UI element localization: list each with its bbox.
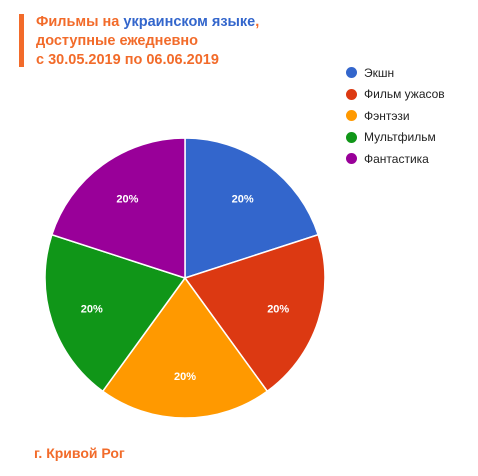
legend-label: Фильм ужасов <box>364 87 445 102</box>
legend-item-5[interactable]: Фантастика <box>346 148 445 170</box>
legend-label: Экшн <box>364 65 395 80</box>
legend-label: Фантастика <box>364 151 429 166</box>
legend-item-4[interactable]: Мультфильм <box>346 127 445 149</box>
pie-slice-1[interactable] <box>184 137 320 280</box>
legend-label: Фэнтэзи <box>364 108 410 123</box>
legend-swatch-icon <box>346 110 357 122</box>
chart-legend: Экшн Фильм ужасов Фэнтэзи Мультфильм Фантаст… <box>346 62 445 170</box>
title-line-1: Фильмы на украинском языке, <box>36 14 260 30</box>
title-highlight: украинском языке <box>123 14 256 30</box>
pie-slice-2[interactable] <box>183 233 326 393</box>
slice-label-4: 20% <box>81 303 103 315</box>
pie-slice-3[interactable] <box>101 276 269 419</box>
footer-city: г. Кривой Рог <box>34 445 125 461</box>
legend-swatch-icon <box>346 67 357 79</box>
legend-swatch-icon <box>346 88 357 100</box>
chart-title: Фильмы на украинском языке, доступные еж… <box>36 13 259 70</box>
legend-item-2[interactable]: Фильм ужасов <box>346 84 445 106</box>
slice-label-2: 20% <box>267 303 289 315</box>
legend-label: Мультфильм <box>364 130 436 145</box>
legend-item-3[interactable]: Фэнтэзи <box>346 105 445 127</box>
legend-swatch-icon <box>346 153 357 165</box>
title-accent-bar <box>19 14 24 67</box>
slice-label-3: 20% <box>174 371 196 383</box>
legend-item-1[interactable]: Экшн <box>346 62 445 84</box>
legend-swatch-icon <box>346 131 357 143</box>
pie-slice-4[interactable] <box>44 233 187 393</box>
slice-label-5: 20% <box>116 194 138 206</box>
title-line-3: с 30.05.2019 по 06.06.2019 <box>36 52 219 68</box>
slice-label-1: 20% <box>232 194 254 206</box>
pie-slice-5[interactable] <box>50 137 186 280</box>
title-line-2: доступные ежедневно <box>36 33 199 49</box>
